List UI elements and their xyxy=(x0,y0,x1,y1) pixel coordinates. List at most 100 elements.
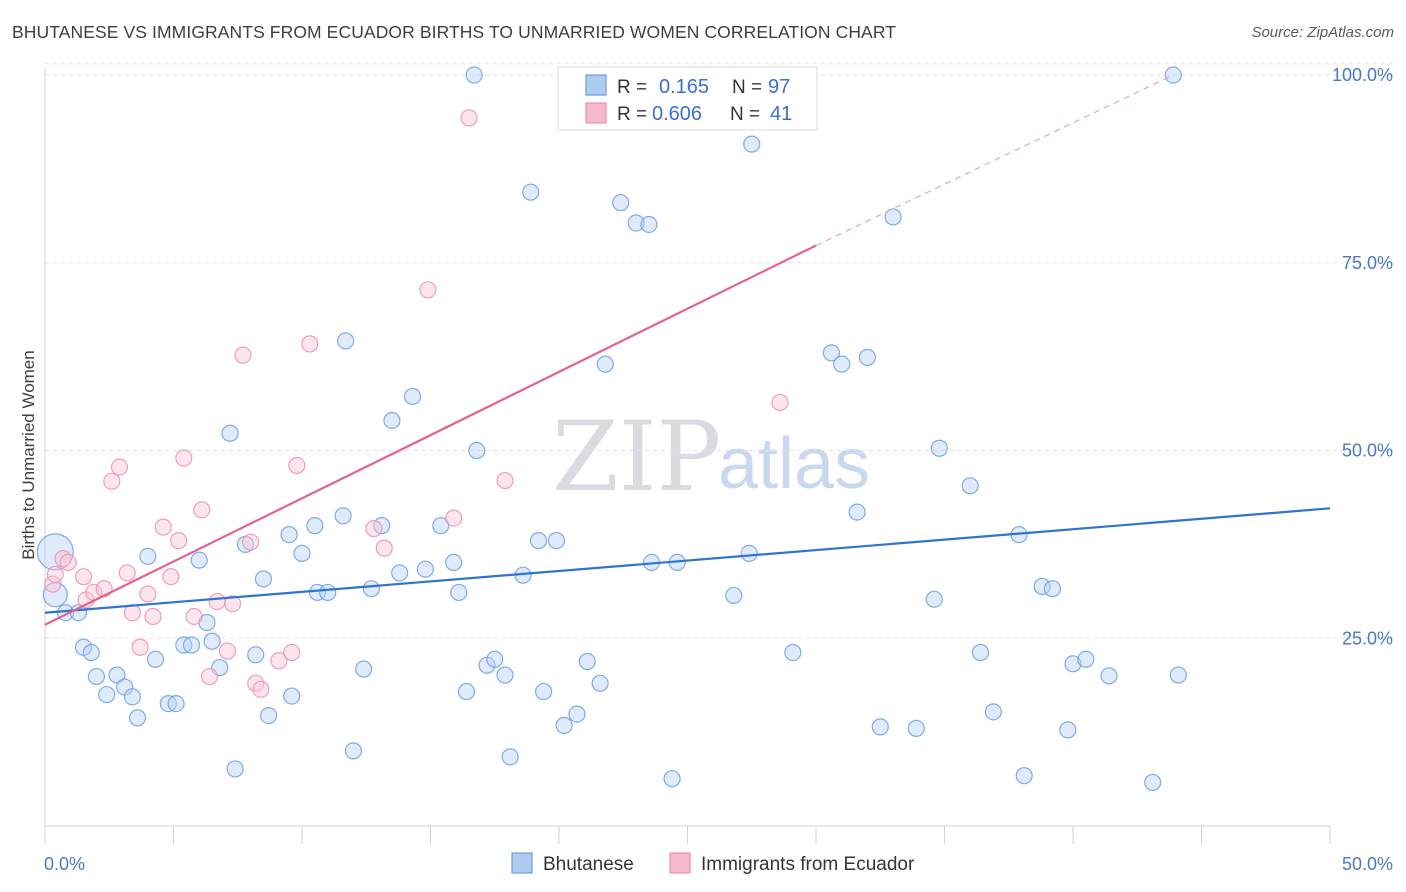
bhutanese-point xyxy=(848,503,866,521)
trend-line-ecuador xyxy=(44,244,817,626)
bhutanese-point xyxy=(971,643,990,662)
bhutanese-point xyxy=(529,532,548,550)
ecuador-point xyxy=(110,458,129,476)
bhutanese-point xyxy=(226,760,244,778)
ecuador-point xyxy=(496,471,514,490)
ecuador-point xyxy=(445,509,463,527)
bhutanese-point xyxy=(1100,667,1118,685)
bhutanese-point xyxy=(591,674,609,692)
legend-label-ecuador: Immigrants from Ecuador xyxy=(701,854,915,875)
bhutanese-point xyxy=(319,583,337,602)
ecuador-point xyxy=(154,518,172,536)
ecuador-point xyxy=(419,281,437,299)
bhutanese-point xyxy=(612,194,630,212)
bhutanese-point xyxy=(907,719,925,737)
bhutanese-point xyxy=(884,208,902,226)
bhutanese-point xyxy=(743,135,761,153)
bhutanese-point xyxy=(596,355,614,373)
y-tick-labels: 25.0% 50.0% 75.0% 100.0% xyxy=(1332,65,1393,648)
legend-r-value: 0.165 xyxy=(659,76,709,98)
bhutanese-point xyxy=(445,553,463,572)
trend-line-ecuador-extension xyxy=(815,74,1174,247)
axes xyxy=(44,68,1331,844)
ecuador-point xyxy=(193,501,211,519)
ecuador-point xyxy=(252,680,270,698)
bhutanese-point xyxy=(1033,577,1051,596)
ecuador-point xyxy=(59,553,77,572)
bhutanese-point xyxy=(1064,655,1082,673)
bhutanese-point xyxy=(468,441,486,460)
bhutanese-point xyxy=(306,517,324,535)
bhutanese-point xyxy=(457,682,476,701)
bhutanese-point xyxy=(128,709,147,727)
bhutanese-point xyxy=(247,646,265,664)
bhutanese-point xyxy=(858,348,877,366)
bhutanese-point xyxy=(930,439,948,457)
bhutanese-point xyxy=(221,424,239,442)
legend-n-label: N = xyxy=(732,77,762,98)
bhutanese-point xyxy=(87,667,106,686)
bhutanese-point xyxy=(190,551,208,569)
bhutanese-point xyxy=(36,533,74,571)
legend-top: R = 0.165 N = 97 R = 0.606 N = 41 xyxy=(557,66,818,131)
bhutanese-point xyxy=(725,586,743,605)
bhutanese-point xyxy=(259,707,278,725)
bhutanese-point xyxy=(522,183,540,201)
bhutanese-point xyxy=(108,666,126,684)
bhutanese-point xyxy=(254,570,273,588)
bhutanese-point xyxy=(383,411,401,430)
y-tick-label: 25.0% xyxy=(1342,628,1393,648)
legend-bottom: Bhutanese Immigrants from Ecuador xyxy=(511,852,915,875)
legend-swatch-bhutanese xyxy=(585,74,607,96)
bhutanese-point xyxy=(578,652,596,671)
bhutanese-point xyxy=(203,632,221,650)
trend-lines xyxy=(44,74,1331,626)
bhutanese-point xyxy=(1077,650,1095,668)
chart-title: BHUTANESE VS IMMIGRANTS FROM ECUADOR BIR… xyxy=(12,22,897,42)
legend-swatch-ecuador xyxy=(669,852,691,874)
bhutanese-point xyxy=(283,687,301,705)
bhutanese-point xyxy=(555,716,573,734)
bhutanese-point xyxy=(1169,666,1187,684)
ecuador-point xyxy=(74,568,93,586)
bhutanese-point xyxy=(403,387,422,406)
ecuador-point xyxy=(103,472,121,490)
bhutanese-point xyxy=(465,66,483,84)
ecuador-point xyxy=(208,592,226,611)
ecuador-point xyxy=(139,585,157,603)
bhutanese-point xyxy=(871,718,889,736)
ecuador-point xyxy=(44,575,62,593)
bhutanese-point xyxy=(547,532,566,550)
legend-n-value: 97 xyxy=(768,76,790,98)
ecuador-point xyxy=(200,667,219,686)
trend-line-bhutanese xyxy=(44,507,1331,614)
bhutanese-point xyxy=(146,650,165,668)
y-axis-title: Births to Unmarried Women xyxy=(19,350,38,559)
x-tick-labels: 0.0% 50.0% xyxy=(44,854,1393,874)
bhutanese-point xyxy=(280,526,298,544)
bhutanese-point xyxy=(82,643,100,662)
ecuador-point xyxy=(224,595,242,613)
bhutanese-point xyxy=(1015,767,1033,785)
bhutanese-point xyxy=(784,643,802,662)
legend-swatch-ecuador xyxy=(585,102,607,124)
bhutanese-point xyxy=(833,355,851,373)
bhutanese-point xyxy=(1164,66,1182,84)
ecuador-point xyxy=(175,449,193,467)
bhutanese-point xyxy=(663,770,681,788)
ecuador-point xyxy=(144,607,162,626)
bhutanese-point xyxy=(344,742,362,760)
bhutanese-point xyxy=(123,688,141,706)
bhutanese-point xyxy=(1144,773,1162,792)
ecuador-point xyxy=(218,642,237,660)
bhutanese-point xyxy=(984,703,1002,721)
x-tick-label: 50.0% xyxy=(1342,854,1393,874)
bhutanese-point xyxy=(496,666,514,684)
legend-swatch-bhutanese xyxy=(511,852,533,874)
ecuador-point xyxy=(288,456,306,475)
y-tick-label: 100.0% xyxy=(1332,65,1393,85)
ecuador-point xyxy=(234,346,252,364)
bhutanese-point xyxy=(1059,721,1077,739)
ecuador-point xyxy=(771,393,789,412)
bhutanese-point xyxy=(822,344,841,362)
